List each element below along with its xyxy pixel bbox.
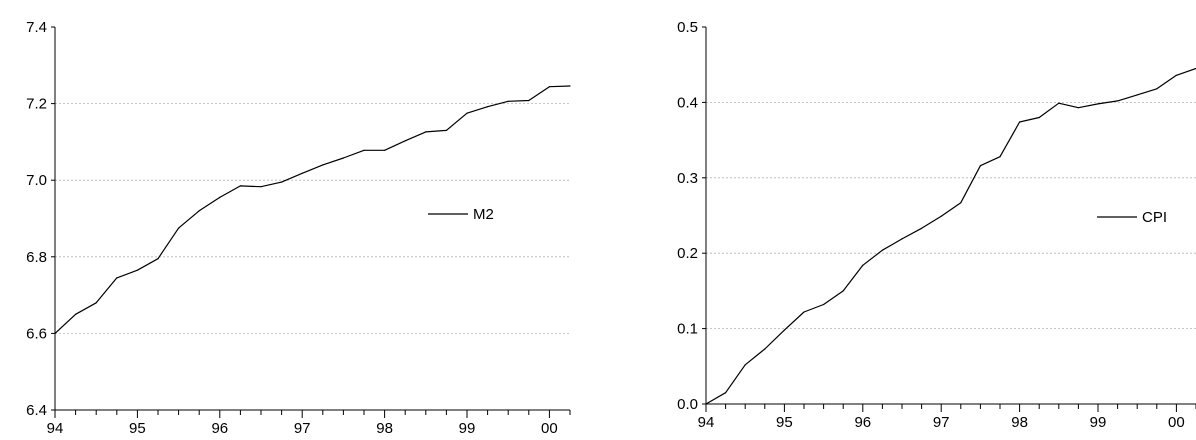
- chart1-x-tick-label: 00: [541, 420, 558, 437]
- chart2-data-point: [921, 227, 923, 229]
- chart1-data-point: [322, 164, 324, 166]
- chart1-data-point: [157, 258, 159, 260]
- chart2-x-tick-label: 98: [1011, 414, 1028, 431]
- chart1: 6.4 6.6 6.8 7.0 7.2 7.4 94 95 96 97 98 99 00 M2: [26, 19, 571, 437]
- chart1-legend: M2: [428, 206, 494, 223]
- chart1-data-point: [487, 106, 489, 108]
- chart1-y-tick-label: 7.4: [26, 19, 47, 36]
- chart1-data-point: [219, 196, 221, 198]
- chart2-y-tick-label: 0.5: [677, 19, 698, 36]
- chart1-data-point: [445, 129, 447, 131]
- chart2-data-point: [842, 290, 844, 292]
- chart1-data-point: [198, 210, 200, 212]
- chart2-data-point: [862, 264, 864, 266]
- chart2-data-point: [783, 329, 786, 331]
- chart1-data-point: [363, 149, 365, 151]
- chart2-data-point: [940, 215, 942, 217]
- chart1-data-point: [466, 112, 468, 114]
- chart1-legend-label: M2: [473, 206, 494, 223]
- chart2-y-tick-label: 0.0: [677, 396, 698, 413]
- chart1-y-tick-label: 6.8: [26, 249, 47, 266]
- chart2-x-tick-label: 95: [776, 414, 793, 431]
- chart2-data-point: [823, 303, 825, 306]
- chart2-data-point: [960, 202, 962, 204]
- chart1-data-point: [75, 313, 77, 315]
- chart2-data-point: [764, 348, 766, 350]
- chart2-data-point: [744, 364, 746, 366]
- chart2-data-point: [1136, 94, 1138, 96]
- chart1-data-point: [260, 186, 262, 188]
- chart2-data-point: [1058, 102, 1060, 104]
- chart1-data-point: [116, 277, 118, 279]
- chart2-data-point: [999, 156, 1001, 158]
- chart2-y-tick-label: 0.3: [677, 170, 698, 187]
- chart1-x-tick-label: 94: [47, 420, 64, 437]
- chart1-data-point: [528, 99, 530, 102]
- chart2-y-tick-label: 0.2: [677, 245, 698, 262]
- chart1-y-tick-label: 6.6: [26, 325, 47, 342]
- chart2-data-point: [1156, 88, 1158, 90]
- chart2-x-tick-label: 96: [854, 414, 871, 431]
- chart1-y-tick-label: 7.2: [26, 96, 47, 113]
- chart1-data-point: [136, 269, 138, 271]
- chart2-x-tick-label: 00: [1168, 414, 1185, 431]
- chart2-data-point: [1175, 74, 1177, 76]
- chart1-data-point: [569, 85, 571, 87]
- chart2-data-point: [803, 311, 805, 313]
- chart1-data-point: [404, 140, 406, 142]
- chart1-series-line-m2: [54, 85, 571, 334]
- chart2-legend-label: CPI: [1142, 209, 1167, 226]
- chart2: 0.0 0.1 0.2 0.3 0.4 0.5 94 95 96 97 98 99 00 CPI: [677, 19, 1196, 431]
- chart1-data-point: [95, 302, 97, 304]
- chart1-x-tick-label: 98: [376, 420, 393, 437]
- chart1-x-tick-label: 96: [211, 420, 228, 437]
- chart1-data-point: [425, 131, 427, 133]
- chart2-data-point: [979, 165, 982, 167]
- chart1-y-tick-label: 7.0: [26, 172, 47, 189]
- chart2-data-point: [1117, 100, 1119, 102]
- chart1-data-point: [239, 185, 241, 187]
- chart2-data-point: [705, 403, 707, 405]
- chart2-legend: CPI: [1097, 209, 1167, 226]
- chart2-y-tick-label: 0.1: [677, 321, 698, 338]
- chart1-data-point: [178, 227, 180, 229]
- chart1-x-tick-label: 99: [459, 420, 476, 437]
- chart2-x-tick-label: 99: [1090, 414, 1107, 431]
- chart1-data-point: [384, 149, 386, 151]
- chart2-data-point: [1038, 116, 1040, 119]
- chart1-x-tick-label: 95: [129, 420, 146, 437]
- chart1-x-tick-label: 97: [294, 420, 311, 437]
- chart1-data-point: [342, 157, 344, 159]
- chart2-data-point: [1019, 121, 1021, 123]
- chart1-data-point: [548, 86, 551, 88]
- chart2-data-point: [725, 392, 727, 394]
- chart2-y-tick-label: 0.4: [677, 94, 698, 111]
- chart1-data-point: [301, 172, 303, 174]
- chart2-data-point: [881, 249, 884, 251]
- chart1-data-point: [281, 181, 283, 183]
- chart1-data-point: [54, 332, 56, 334]
- chart2-data-point: [1077, 107, 1079, 109]
- chart2-data-point: [1097, 103, 1099, 105]
- chart1-y-tick-label: 6.4: [26, 402, 47, 419]
- chart2-x-tick-label: 94: [698, 414, 715, 431]
- chart2-series-line-cpi: [705, 67, 1196, 405]
- chart1-data-point: [507, 100, 509, 102]
- chart2-data-point: [901, 238, 903, 240]
- chart2-x-tick-label: 97: [933, 414, 950, 431]
